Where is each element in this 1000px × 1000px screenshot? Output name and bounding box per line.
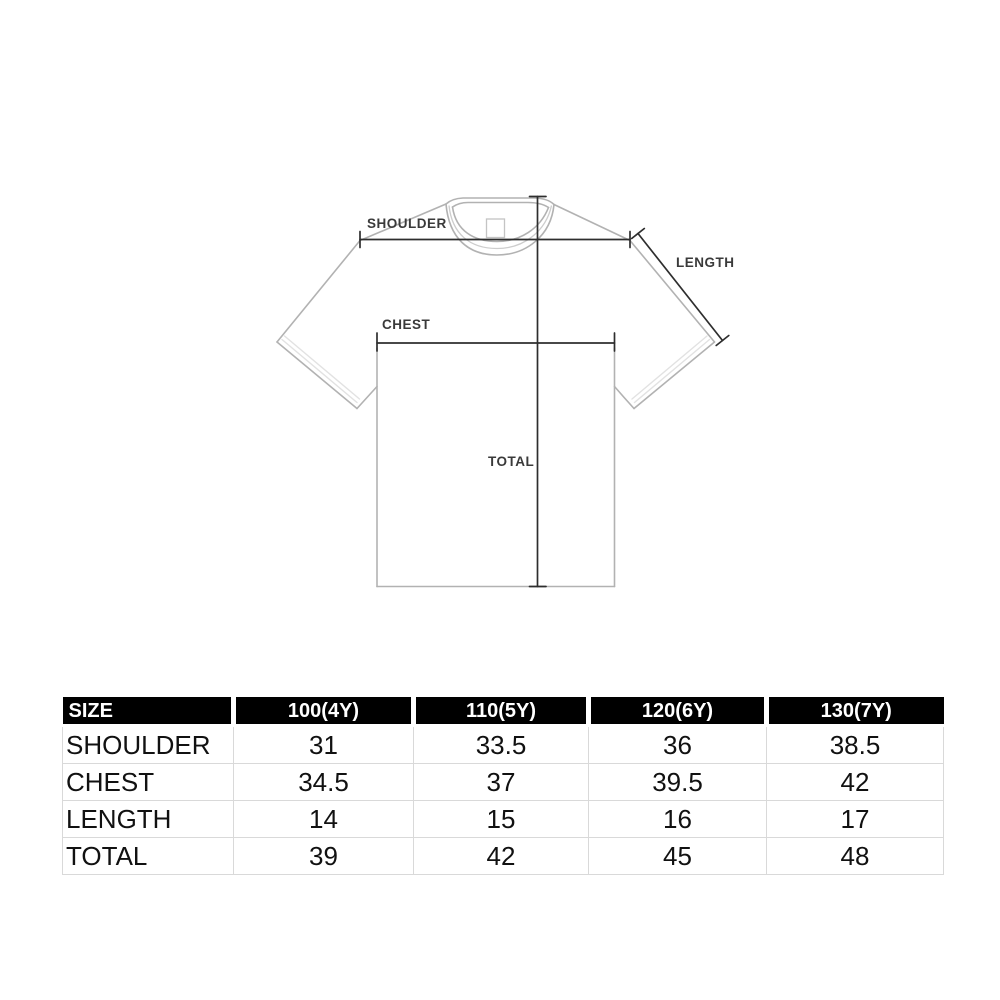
shoulder-label: SHOULDER — [367, 216, 447, 231]
right-sleeve-hem-line-1 — [633, 338, 711, 404]
right-shoulder-seam — [553, 203, 631, 242]
collar-inner-curve — [451, 206, 550, 243]
value-cell: 16 — [588, 800, 767, 838]
row-label-cell: CHEST — [62, 763, 234, 801]
left-sleeve-outer-edge — [276, 239, 361, 343]
row-label-cell: SHOULDER — [62, 725, 234, 764]
header-cell-100-4y: 100(4Y) — [233, 697, 416, 727]
collar-seam-curve — [448, 205, 553, 250]
table-header-row: SIZE 100(4Y) 110(5Y) 120(6Y) 130(7Y) — [62, 697, 944, 727]
collar-back-line — [445, 197, 555, 206]
length-label: LENGTH — [676, 255, 735, 270]
value-cell: 39.5 — [588, 763, 767, 801]
left-sleeve-hem-line-2 — [283, 335, 361, 400]
value-cell: 45 — [588, 837, 767, 875]
collar-inner-back-line — [451, 201, 550, 209]
value-cell: 33.5 — [413, 725, 589, 764]
value-cell: 17 — [766, 800, 944, 838]
value-cell: 38.5 — [766, 725, 944, 764]
value-cell: 48 — [766, 837, 944, 875]
neck-tag — [485, 218, 506, 239]
header-cell-130-7y: 130(7Y) — [766, 697, 944, 727]
measurement-lines — [359, 195, 730, 588]
left-sleeve-opening — [276, 341, 358, 410]
header-cell-size: SIZE — [62, 697, 236, 727]
length-bottom-tick — [715, 334, 730, 347]
right-sleeve-hem-line-2 — [631, 335, 708, 400]
sleeve-hem-stitching — [281, 335, 711, 404]
value-cell: 15 — [413, 800, 589, 838]
value-cell: 14 — [233, 800, 414, 838]
value-cell: 42 — [766, 763, 944, 801]
value-cell: 39 — [233, 837, 414, 875]
table-row-total: TOTAL 39 42 45 48 — [62, 837, 944, 875]
left-shoulder-seam — [359, 203, 447, 242]
value-cell: 37 — [413, 763, 589, 801]
header-cell-120-6y: 120(6Y) — [588, 697, 769, 727]
left-sleeve-hem-line-1 — [281, 338, 358, 404]
size-table: SIZE 100(4Y) 110(5Y) 120(6Y) 130(7Y) SHO… — [62, 697, 944, 875]
value-cell: 42 — [413, 837, 589, 875]
table-row-length: LENGTH 14 15 16 17 — [62, 800, 944, 838]
left-underarm-seam — [356, 385, 378, 410]
row-label-cell: TOTAL — [62, 837, 234, 875]
length-measure-line — [637, 232, 724, 342]
value-cell: 34.5 — [233, 763, 414, 801]
value-cell: 36 — [588, 725, 767, 764]
row-label-cell: LENGTH — [62, 800, 234, 838]
collar-outer-curve — [445, 203, 555, 256]
table-row-shoulder: SHOULDER 31 33.5 36 38.5 — [62, 725, 944, 764]
chest-label: CHEST — [382, 317, 431, 332]
length-top-tick — [630, 227, 646, 240]
right-sleeve-opening — [633, 341, 716, 410]
right-underarm-seam — [613, 385, 635, 410]
size-table-container: SIZE 100(4Y) 110(5Y) 120(6Y) 130(7Y) SHO… — [62, 697, 944, 875]
tshirt-outline — [276, 197, 716, 588]
total-label: TOTAL — [488, 454, 535, 469]
value-cell: 31 — [233, 725, 414, 764]
header-cell-110-5y: 110(5Y) — [413, 697, 591, 727]
table-row-chest: CHEST 34.5 37 39.5 42 — [62, 763, 944, 801]
right-sleeve-outer-edge — [629, 239, 716, 343]
